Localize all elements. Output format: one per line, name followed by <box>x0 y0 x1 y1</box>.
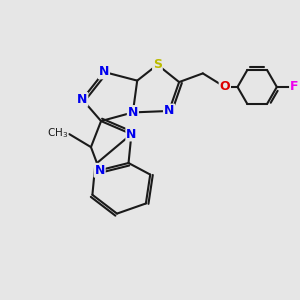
Text: F: F <box>290 80 298 94</box>
Text: N: N <box>99 65 109 78</box>
Text: O: O <box>220 80 230 94</box>
Text: N: N <box>94 164 105 177</box>
Text: N: N <box>77 93 88 106</box>
Text: N: N <box>126 128 136 141</box>
Text: S: S <box>153 58 162 71</box>
Text: CH$_3$: CH$_3$ <box>46 126 68 140</box>
Text: N: N <box>128 106 138 119</box>
Text: N: N <box>164 104 174 118</box>
